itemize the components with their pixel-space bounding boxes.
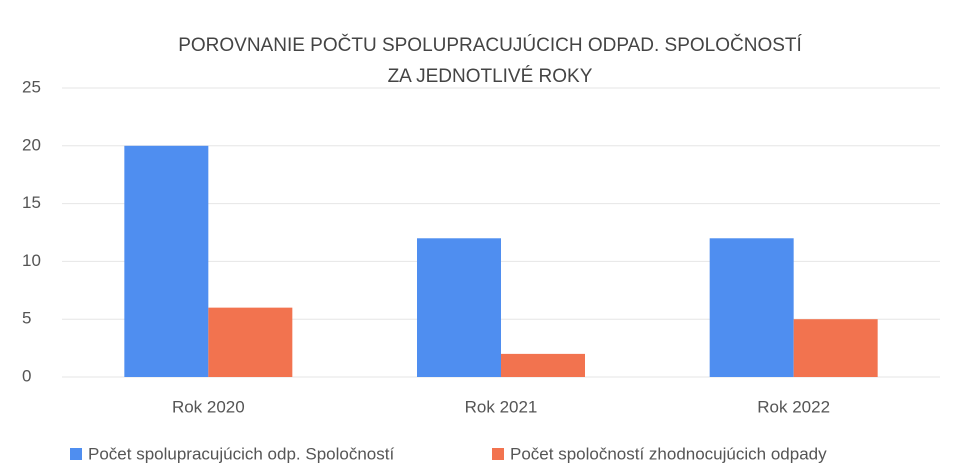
legend-label: Počet spolupracujúcich odp. Spoločností [88, 444, 394, 463]
y-tick-label: 25 [22, 77, 41, 96]
bar [208, 307, 293, 377]
legend-swatch [492, 448, 504, 460]
x-tick-label: Rok 2020 [172, 397, 245, 416]
bar [793, 319, 878, 377]
legend-swatch [70, 448, 82, 460]
legend-label: Počet spoločností zhodnocujúcich odpady [510, 444, 827, 463]
x-tick-label: Rok 2021 [465, 397, 538, 416]
y-tick-label: 10 [22, 251, 41, 270]
chart-title: ZA JEDNOTLIVÉ ROKY [388, 66, 593, 87]
y-tick-label: 20 [22, 135, 41, 154]
bar [709, 238, 794, 377]
x-tick-label: Rok 2022 [757, 397, 830, 416]
bar [124, 145, 209, 377]
y-tick-label: 15 [22, 193, 41, 212]
y-tick-label: 5 [22, 309, 31, 328]
y-tick-label: 0 [22, 366, 31, 385]
chart-title: POROVNANIE POČTU SPOLUPRACUJÚCICH ODPAD.… [178, 34, 802, 56]
bar [417, 238, 501, 377]
bar [501, 353, 585, 377]
